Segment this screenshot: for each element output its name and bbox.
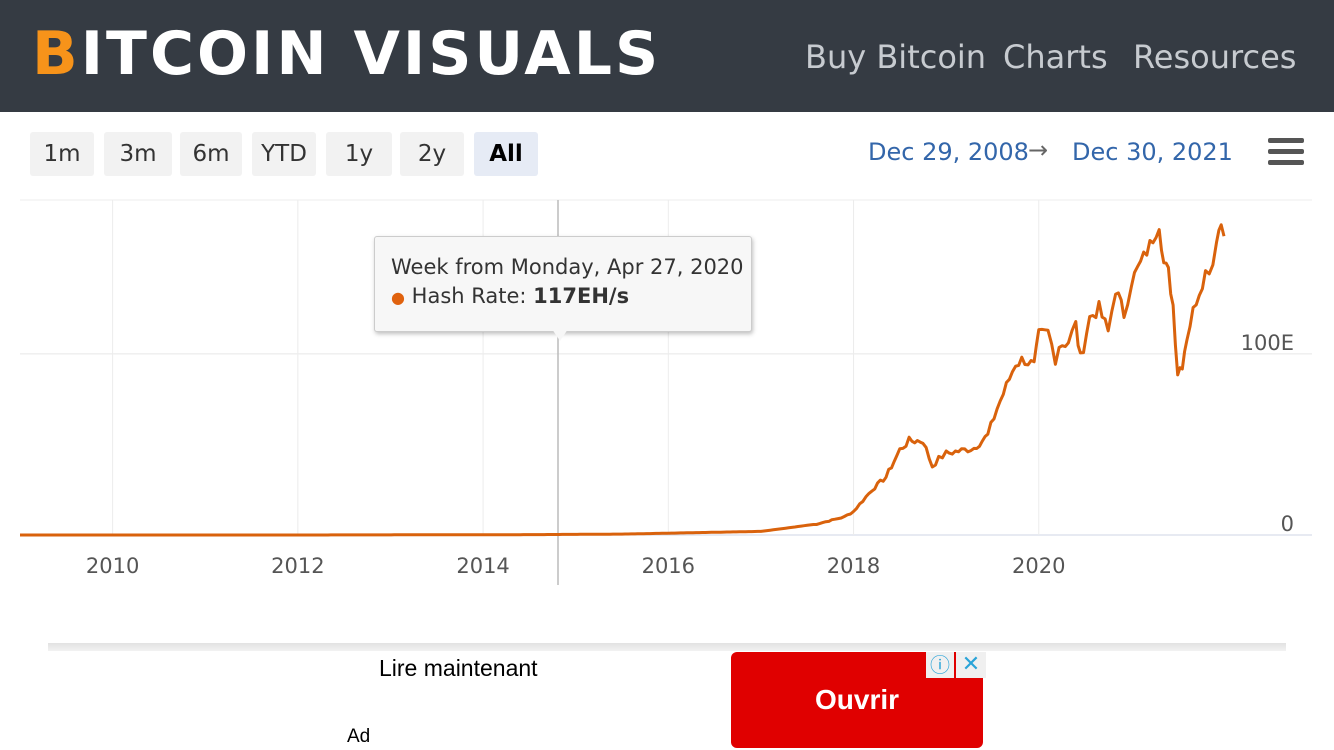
nav-resources[interactable]: Resources [1133, 38, 1297, 76]
top-navbar: BITCOIN VISUALS Buy Bitcoin Charts Resou… [0, 0, 1334, 112]
y-tick-label: 0 [1281, 512, 1294, 536]
y-tick-label: 100E [1241, 331, 1294, 355]
range-button-6m[interactable]: 6m [180, 132, 242, 176]
nav-buy-bitcoin[interactable]: Buy Bitcoin [805, 38, 987, 76]
ad-title[interactable]: Lire maintenant [379, 655, 538, 681]
chart-tooltip: Week from Monday, Apr 27, 2020 ● Hash Ra… [374, 236, 752, 332]
range-button-1m[interactable]: 1m [30, 132, 94, 176]
range-arrow-icon: → [1028, 136, 1049, 164]
range-from-date[interactable]: Dec 29, 2008 [868, 138, 1029, 166]
hamburger-menu-icon[interactable] [1268, 138, 1304, 168]
logo-accent-letter: B [32, 19, 81, 89]
tooltip-series-line: ● Hash Rate: 117EH/s [391, 284, 629, 308]
x-tick-label: 2016 [642, 554, 695, 578]
ad-close-icon[interactable]: ✕ [956, 652, 986, 678]
ad-banner-border [48, 643, 1286, 651]
x-tick-label: 2014 [456, 554, 509, 578]
nav-charts[interactable]: Charts [1003, 38, 1108, 76]
tooltip-value: 117EH/s [533, 284, 630, 308]
series-dot-icon: ● [391, 288, 405, 307]
site-logo[interactable]: BITCOIN VISUALS [32, 22, 661, 86]
x-axis-labels: 2010 2012 2014 2016 2018 2020 [86, 554, 1066, 578]
range-button-3m[interactable]: 3m [104, 132, 172, 176]
tooltip-series-label: Hash Rate: [411, 284, 534, 308]
range-button-1y[interactable]: 1y [326, 132, 392, 176]
tooltip-title: Week from Monday, Apr 27, 2020 [391, 255, 744, 279]
x-tick-label: 2010 [86, 554, 139, 578]
x-tick-label: 2012 [271, 554, 324, 578]
y-axis-labels: 0 100E [1241, 331, 1294, 536]
tooltip-pointer [552, 329, 568, 341]
range-button-2y[interactable]: 2y [400, 132, 464, 176]
ad-info-icon[interactable]: ⓘ [926, 652, 954, 678]
ad-label: Ad [347, 726, 371, 747]
x-tick-label: 2020 [1012, 554, 1065, 578]
range-to-date[interactable]: Dec 30, 2021 [1072, 138, 1233, 166]
x-tick-label: 2018 [827, 554, 880, 578]
logo-text: ITCOIN VISUALS [80, 19, 662, 89]
range-button-all[interactable]: All [474, 132, 538, 176]
hash-rate-series-line[interactable] [20, 223, 1226, 537]
range-button-ytd[interactable]: YTD [252, 132, 316, 176]
